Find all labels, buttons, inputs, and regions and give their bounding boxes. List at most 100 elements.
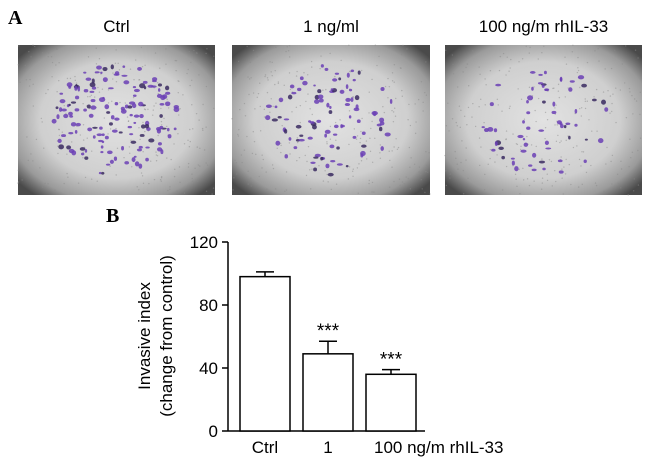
cell	[493, 128, 498, 133]
texture	[98, 91, 101, 93]
texture	[155, 160, 158, 162]
cell	[74, 129, 78, 134]
cell	[592, 98, 597, 102]
cell	[360, 153, 364, 158]
texture	[394, 115, 397, 117]
texture	[533, 180, 535, 182]
texture	[629, 138, 631, 140]
texture	[612, 93, 614, 95]
cell	[324, 129, 331, 134]
cell	[495, 83, 502, 87]
texture	[376, 64, 378, 67]
texture	[191, 177, 193, 180]
texture	[199, 165, 201, 167]
texture	[250, 77, 252, 79]
cell	[559, 77, 563, 82]
texture	[445, 125, 448, 127]
texture	[299, 121, 301, 124]
texture	[564, 173, 567, 175]
texture	[115, 49, 117, 51]
texture	[58, 128, 60, 131]
cell	[173, 105, 180, 109]
cell	[102, 66, 108, 72]
cell	[96, 65, 102, 70]
cell	[77, 86, 81, 92]
cell	[55, 106, 59, 110]
bar	[302, 353, 354, 432]
texture	[258, 175, 260, 178]
texture	[30, 153, 32, 155]
texture	[581, 151, 583, 153]
texture	[555, 104, 557, 106]
cell	[159, 114, 163, 118]
cell	[298, 138, 305, 142]
texture	[621, 63, 624, 65]
texture	[29, 78, 31, 81]
texture	[428, 151, 430, 154]
cell	[325, 163, 330, 169]
texture	[628, 166, 630, 168]
texture	[466, 124, 468, 126]
cell	[526, 111, 531, 115]
cell	[341, 124, 345, 128]
cell	[491, 148, 496, 152]
texture	[296, 141, 299, 144]
texture	[205, 52, 207, 55]
texture	[32, 160, 34, 162]
texture	[409, 166, 411, 168]
texture	[295, 75, 298, 77]
cell	[389, 99, 393, 104]
cell	[156, 93, 163, 99]
image-caption: 1 ng/ml	[303, 17, 359, 36]
texture	[326, 173, 328, 176]
texture	[272, 105, 274, 108]
texture	[455, 157, 457, 160]
texture	[515, 143, 518, 145]
texture	[621, 56, 623, 59]
cell	[334, 72, 340, 75]
texture	[115, 127, 117, 130]
texture	[205, 162, 207, 164]
texture	[270, 71, 272, 73]
cell	[134, 161, 140, 167]
texture	[288, 56, 291, 58]
texture	[115, 81, 118, 83]
texture	[195, 52, 198, 54]
texture	[605, 163, 607, 165]
texture	[489, 69, 492, 72]
texture	[335, 183, 338, 185]
texture	[352, 95, 354, 98]
texture	[212, 187, 215, 189]
texture	[169, 188, 171, 191]
cell	[338, 77, 342, 81]
texture	[429, 193, 431, 195]
texture	[82, 139, 85, 141]
texture	[409, 188, 412, 190]
texture	[384, 85, 387, 88]
cell	[100, 145, 104, 149]
cell	[89, 82, 96, 88]
cell	[159, 102, 165, 106]
cell	[157, 142, 162, 146]
texture	[165, 63, 167, 65]
texture	[420, 179, 422, 181]
texture	[255, 153, 257, 156]
texture	[620, 160, 622, 162]
texture	[632, 113, 634, 115]
texture	[424, 91, 426, 94]
texture	[522, 167, 524, 170]
texture	[166, 125, 168, 128]
texture	[548, 159, 551, 161]
texture	[544, 127, 547, 129]
texture	[272, 167, 275, 170]
texture	[188, 50, 190, 53]
texture	[498, 69, 501, 72]
texture	[637, 57, 639, 59]
cell	[151, 79, 157, 83]
texture	[67, 176, 69, 178]
texture	[368, 91, 370, 93]
texture	[467, 106, 470, 109]
texture	[274, 188, 277, 190]
texture	[565, 63, 568, 65]
texture	[516, 185, 518, 188]
